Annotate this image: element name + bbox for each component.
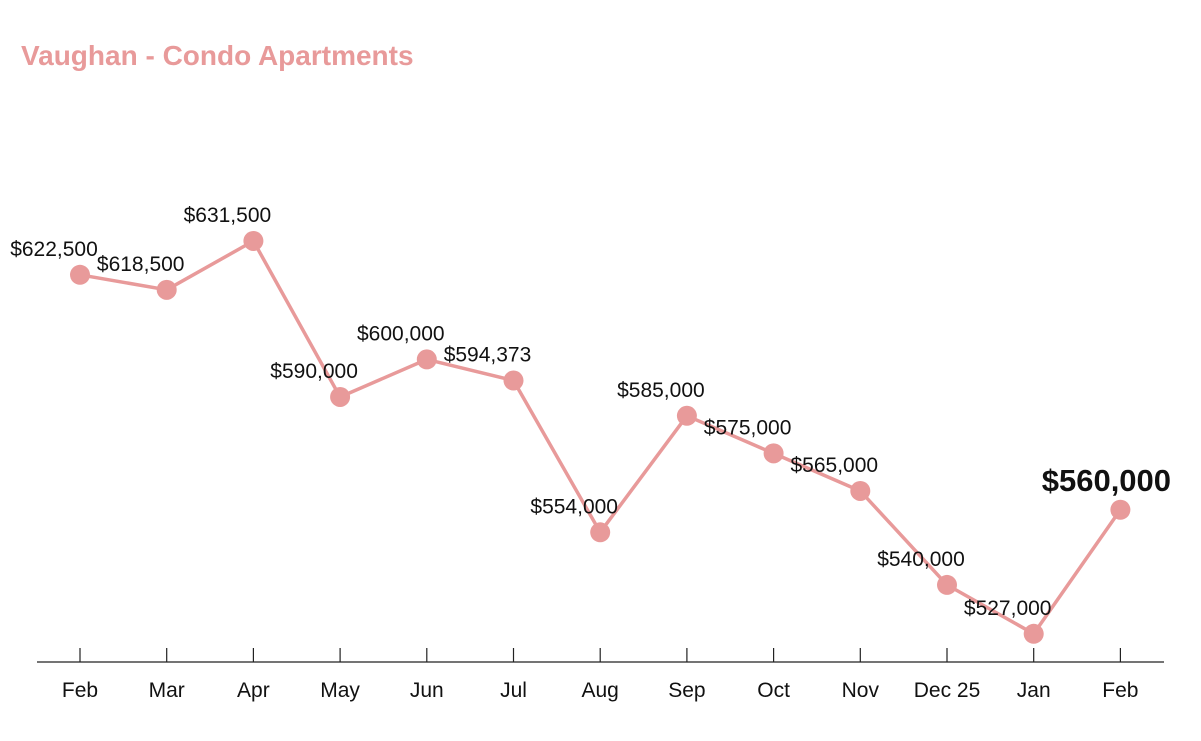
x-tick-label: Jul bbox=[500, 679, 527, 702]
data-labels: $622,500$618,500 $631,500 $590,000 $600,000… bbox=[10, 204, 1171, 620]
x-tick-label: Apr bbox=[237, 679, 270, 702]
data-label: $600,000 bbox=[357, 322, 445, 345]
data-point bbox=[1023, 623, 1044, 644]
data-label: $540,000 bbox=[877, 548, 965, 571]
x-tick-label: May bbox=[320, 679, 360, 702]
x-ticks bbox=[79, 648, 1122, 662]
data-point bbox=[590, 522, 611, 543]
x-tick-label: Oct bbox=[757, 679, 790, 702]
data-point bbox=[416, 349, 437, 370]
x-tick-label: Jun bbox=[410, 679, 444, 702]
data-point bbox=[1110, 499, 1131, 520]
data-label: $618,500 bbox=[97, 253, 185, 276]
data-label: $575,000 bbox=[704, 416, 792, 439]
series-group: $622,500$618,500 $631,500 $590,000 $600,000… bbox=[10, 204, 1171, 644]
data-label: $565,000 bbox=[791, 454, 879, 477]
data-point bbox=[503, 370, 524, 391]
data-label: $554,000 bbox=[530, 495, 618, 518]
data-label: $631,500 bbox=[184, 204, 272, 227]
series-line bbox=[78, 239, 1123, 636]
data-label: $590,000 bbox=[270, 360, 358, 383]
x-tick-label: Feb bbox=[62, 679, 98, 702]
data-point bbox=[70, 264, 90, 285]
series-markers bbox=[70, 230, 1131, 644]
data-point bbox=[243, 230, 264, 251]
latest-value-label: $560,000 bbox=[1042, 463, 1171, 498]
x-tick-label: Feb bbox=[1102, 679, 1138, 702]
x-tick-label: Dec 25 bbox=[914, 679, 981, 702]
x-tick-labels: Feb Mar Apr May Jun Jul Aug Sep Oct Nov Dec 25 Jan F… bbox=[62, 679, 1139, 702]
data-point bbox=[850, 480, 871, 501]
data-point bbox=[156, 279, 177, 300]
data-label: $622,500 bbox=[10, 238, 98, 261]
x-tick-label: Aug bbox=[582, 679, 619, 702]
x-tick-label: Sep bbox=[668, 679, 705, 702]
x-axis: Feb Mar Apr May Jun Jul Aug Sep Oct Nov Dec 25 Jan F… bbox=[37, 648, 1164, 702]
x-tick-label: Mar bbox=[149, 679, 185, 702]
data-label: $594,373 bbox=[444, 344, 532, 367]
chart-title: Vaughan - Condo Apartments bbox=[21, 40, 414, 71]
x-tick-label: Jan bbox=[1017, 679, 1051, 702]
data-point bbox=[330, 386, 351, 407]
data-point bbox=[676, 405, 697, 426]
x-tick-label: Nov bbox=[842, 679, 880, 702]
data-point bbox=[937, 574, 957, 595]
data-label: $585,000 bbox=[617, 379, 705, 402]
data-point bbox=[763, 443, 784, 464]
data-label: $527,000 bbox=[964, 597, 1052, 620]
